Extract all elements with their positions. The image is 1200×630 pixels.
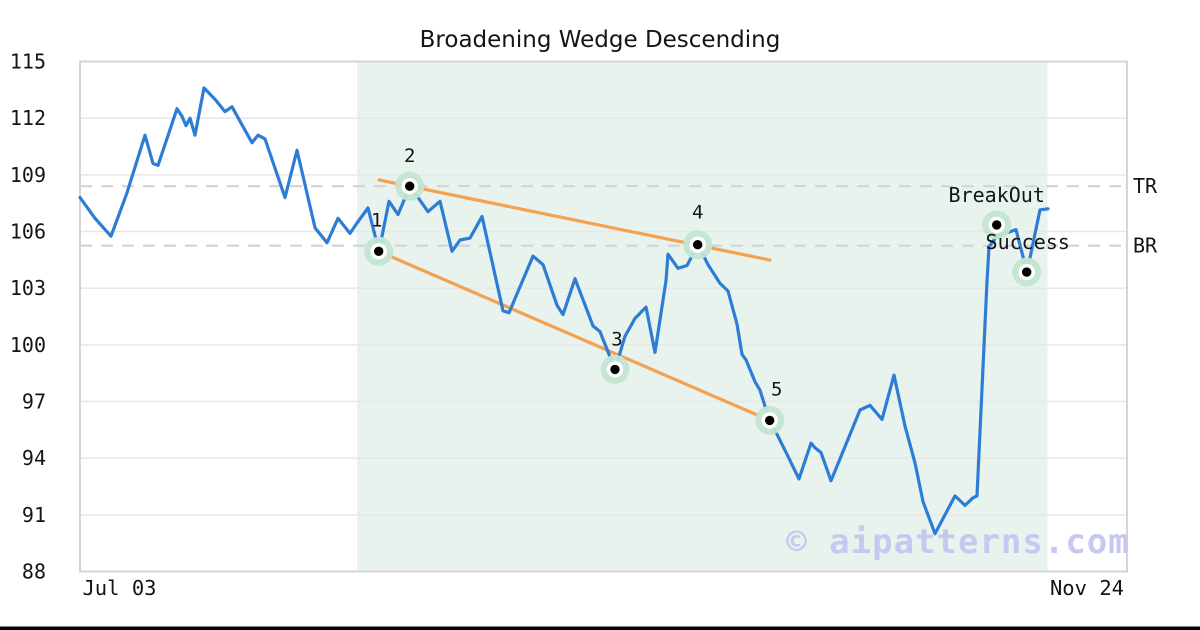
marker-2-dot <box>405 181 415 191</box>
chart-title: Broadening Wedge Descending <box>420 27 781 53</box>
marker-5-label: 5 <box>771 378 782 400</box>
y-axis-tick-label: 103 <box>10 276 46 300</box>
lower-rail-trendline <box>377 249 772 422</box>
y-axis-tick-label: 112 <box>10 106 46 130</box>
y-axis-tick-label: 91 <box>22 503 46 527</box>
watermark: © aipatterns.com <box>786 522 1130 562</box>
marker-5-dot <box>765 415 775 426</box>
bottom-bar <box>0 626 1200 630</box>
marker-4-dot <box>693 240 703 250</box>
y-axis-tick-label: 88 <box>22 560 46 584</box>
y-axis-tick-label: 97 <box>22 390 46 414</box>
marker-3-dot <box>610 364 620 375</box>
marker-2-label: 2 <box>404 145 415 167</box>
y-axis-tick-label: 106 <box>10 220 46 244</box>
tr-label: TR <box>1133 174 1158 198</box>
x-axis-tick-label: Nov 24 <box>1050 576 1124 600</box>
marker-success-dot <box>1021 267 1032 277</box>
y-axis-tick-label: 109 <box>10 163 46 187</box>
marker-breakout-label: BreakOut <box>949 183 1045 207</box>
y-axis-tick-label: 94 <box>22 446 46 470</box>
br-label: BR <box>1133 234 1158 258</box>
marker-1-label: 1 <box>371 209 382 231</box>
pattern-region <box>357 61 1048 572</box>
marker-success-label: Success <box>986 230 1070 254</box>
x-axis-tick-label: Jul 03 <box>82 576 156 600</box>
marker-breakout-dot <box>992 220 1002 230</box>
marker-4-label: 4 <box>692 202 703 224</box>
y-axis-tick-label: 115 <box>10 50 46 74</box>
plot-frame <box>79 60 1128 573</box>
marker-1-dot <box>374 246 384 257</box>
marker-3-label: 3 <box>611 328 622 350</box>
y-axis-tick-label: 100 <box>10 333 46 357</box>
price-line <box>78 86 1050 536</box>
